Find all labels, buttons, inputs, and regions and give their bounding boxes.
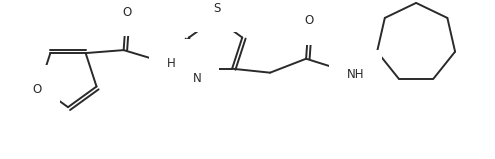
Text: S: S (213, 2, 220, 15)
Text: NH: NH (347, 68, 365, 81)
Text: N: N (193, 72, 201, 85)
Text: O: O (304, 14, 314, 27)
Text: O: O (122, 6, 131, 19)
Text: HN: HN (167, 57, 184, 69)
Text: O: O (33, 83, 42, 96)
